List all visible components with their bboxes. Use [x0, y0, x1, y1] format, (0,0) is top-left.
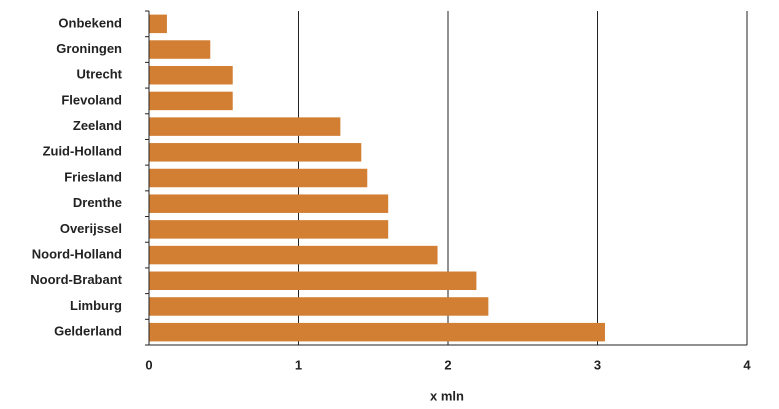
- bar: [149, 14, 167, 34]
- x-tick-label: 0: [145, 357, 152, 372]
- x-axis-label: x mln: [430, 388, 464, 403]
- y-tick-label: Onbekend: [58, 15, 122, 30]
- bar: [149, 322, 605, 342]
- bar: [149, 245, 438, 265]
- bar: [149, 117, 341, 136]
- y-tick-label: Limburg: [70, 298, 122, 313]
- y-tick-label: Groningen: [56, 41, 122, 56]
- x-tick-label: 3: [594, 357, 601, 372]
- y-tick-label: Utrecht: [76, 67, 122, 82]
- y-tick-label: Zeeland: [73, 118, 122, 133]
- bar: [149, 91, 233, 111]
- y-tick-label: Zuid-Holland: [43, 144, 122, 159]
- bar: [149, 168, 368, 188]
- bar: [149, 220, 389, 239]
- y-tick-label: Flevoland: [61, 92, 122, 107]
- bar: [149, 297, 489, 316]
- y-tick-label: Overijssel: [60, 221, 122, 236]
- x-tick-label: 4: [743, 357, 751, 372]
- bar: [149, 65, 233, 85]
- bar: [149, 194, 389, 213]
- bar: [149, 40, 211, 59]
- y-tick-label: Friesland: [64, 169, 122, 184]
- y-tick-label: Gelderland: [54, 324, 122, 339]
- y-tick-label: Drenthe: [73, 195, 122, 210]
- x-tick-label: 1: [295, 357, 302, 372]
- y-tick-label: Noord-Holland: [32, 247, 122, 262]
- bar: [149, 143, 362, 162]
- x-tick-label: 2: [444, 357, 451, 372]
- bar: [149, 271, 477, 291]
- y-tick-label: Noord-Brabant: [30, 272, 122, 287]
